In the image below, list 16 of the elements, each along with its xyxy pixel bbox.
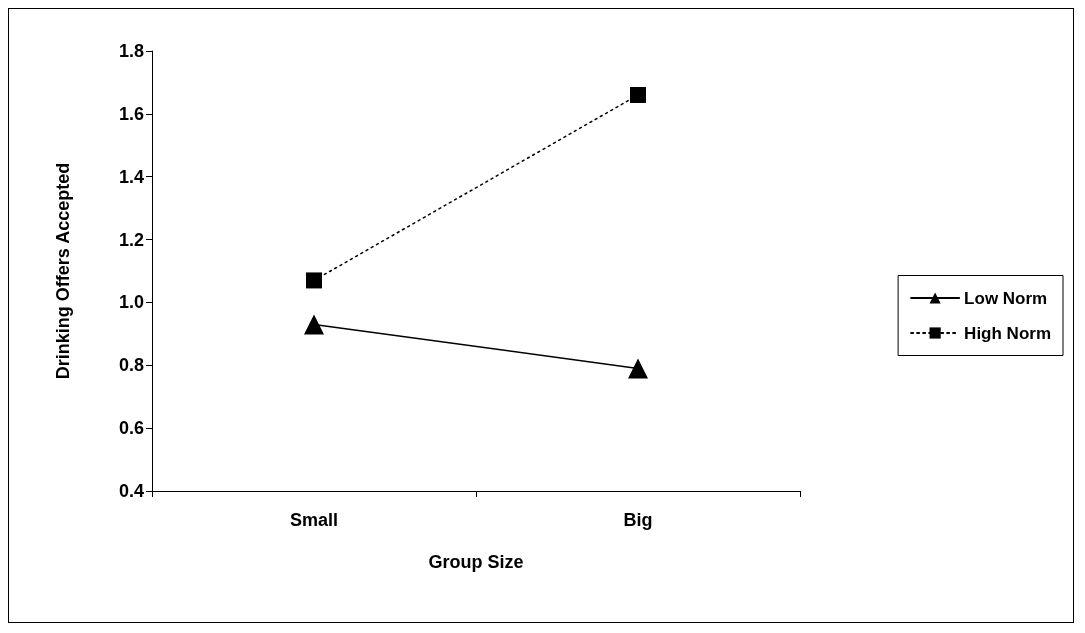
y-axis-title: Drinking Offers Accepted bbox=[53, 162, 73, 380]
y-tick-label: 1.0 bbox=[118, 292, 144, 313]
legend-label: Low Norm bbox=[964, 288, 1048, 308]
point bbox=[630, 87, 646, 103]
y-tick-label: 0.6 bbox=[118, 418, 144, 439]
y-tick-label: 0.8 bbox=[118, 355, 144, 376]
y-tick-label: 1.8 bbox=[118, 41, 144, 61]
x-axis-title: Group Size bbox=[428, 552, 524, 572]
x-tick-label: Big bbox=[623, 510, 653, 530]
y-tick-label: 1.6 bbox=[118, 103, 144, 124]
y-tick-label: 1.2 bbox=[118, 229, 144, 250]
point bbox=[306, 272, 322, 289]
x-tick-label: Small bbox=[289, 510, 339, 530]
y-tick-label: 0.4 bbox=[118, 481, 144, 501]
y-tick-label: 1.4 bbox=[118, 166, 144, 187]
legend-label: High Norm bbox=[964, 323, 1052, 343]
